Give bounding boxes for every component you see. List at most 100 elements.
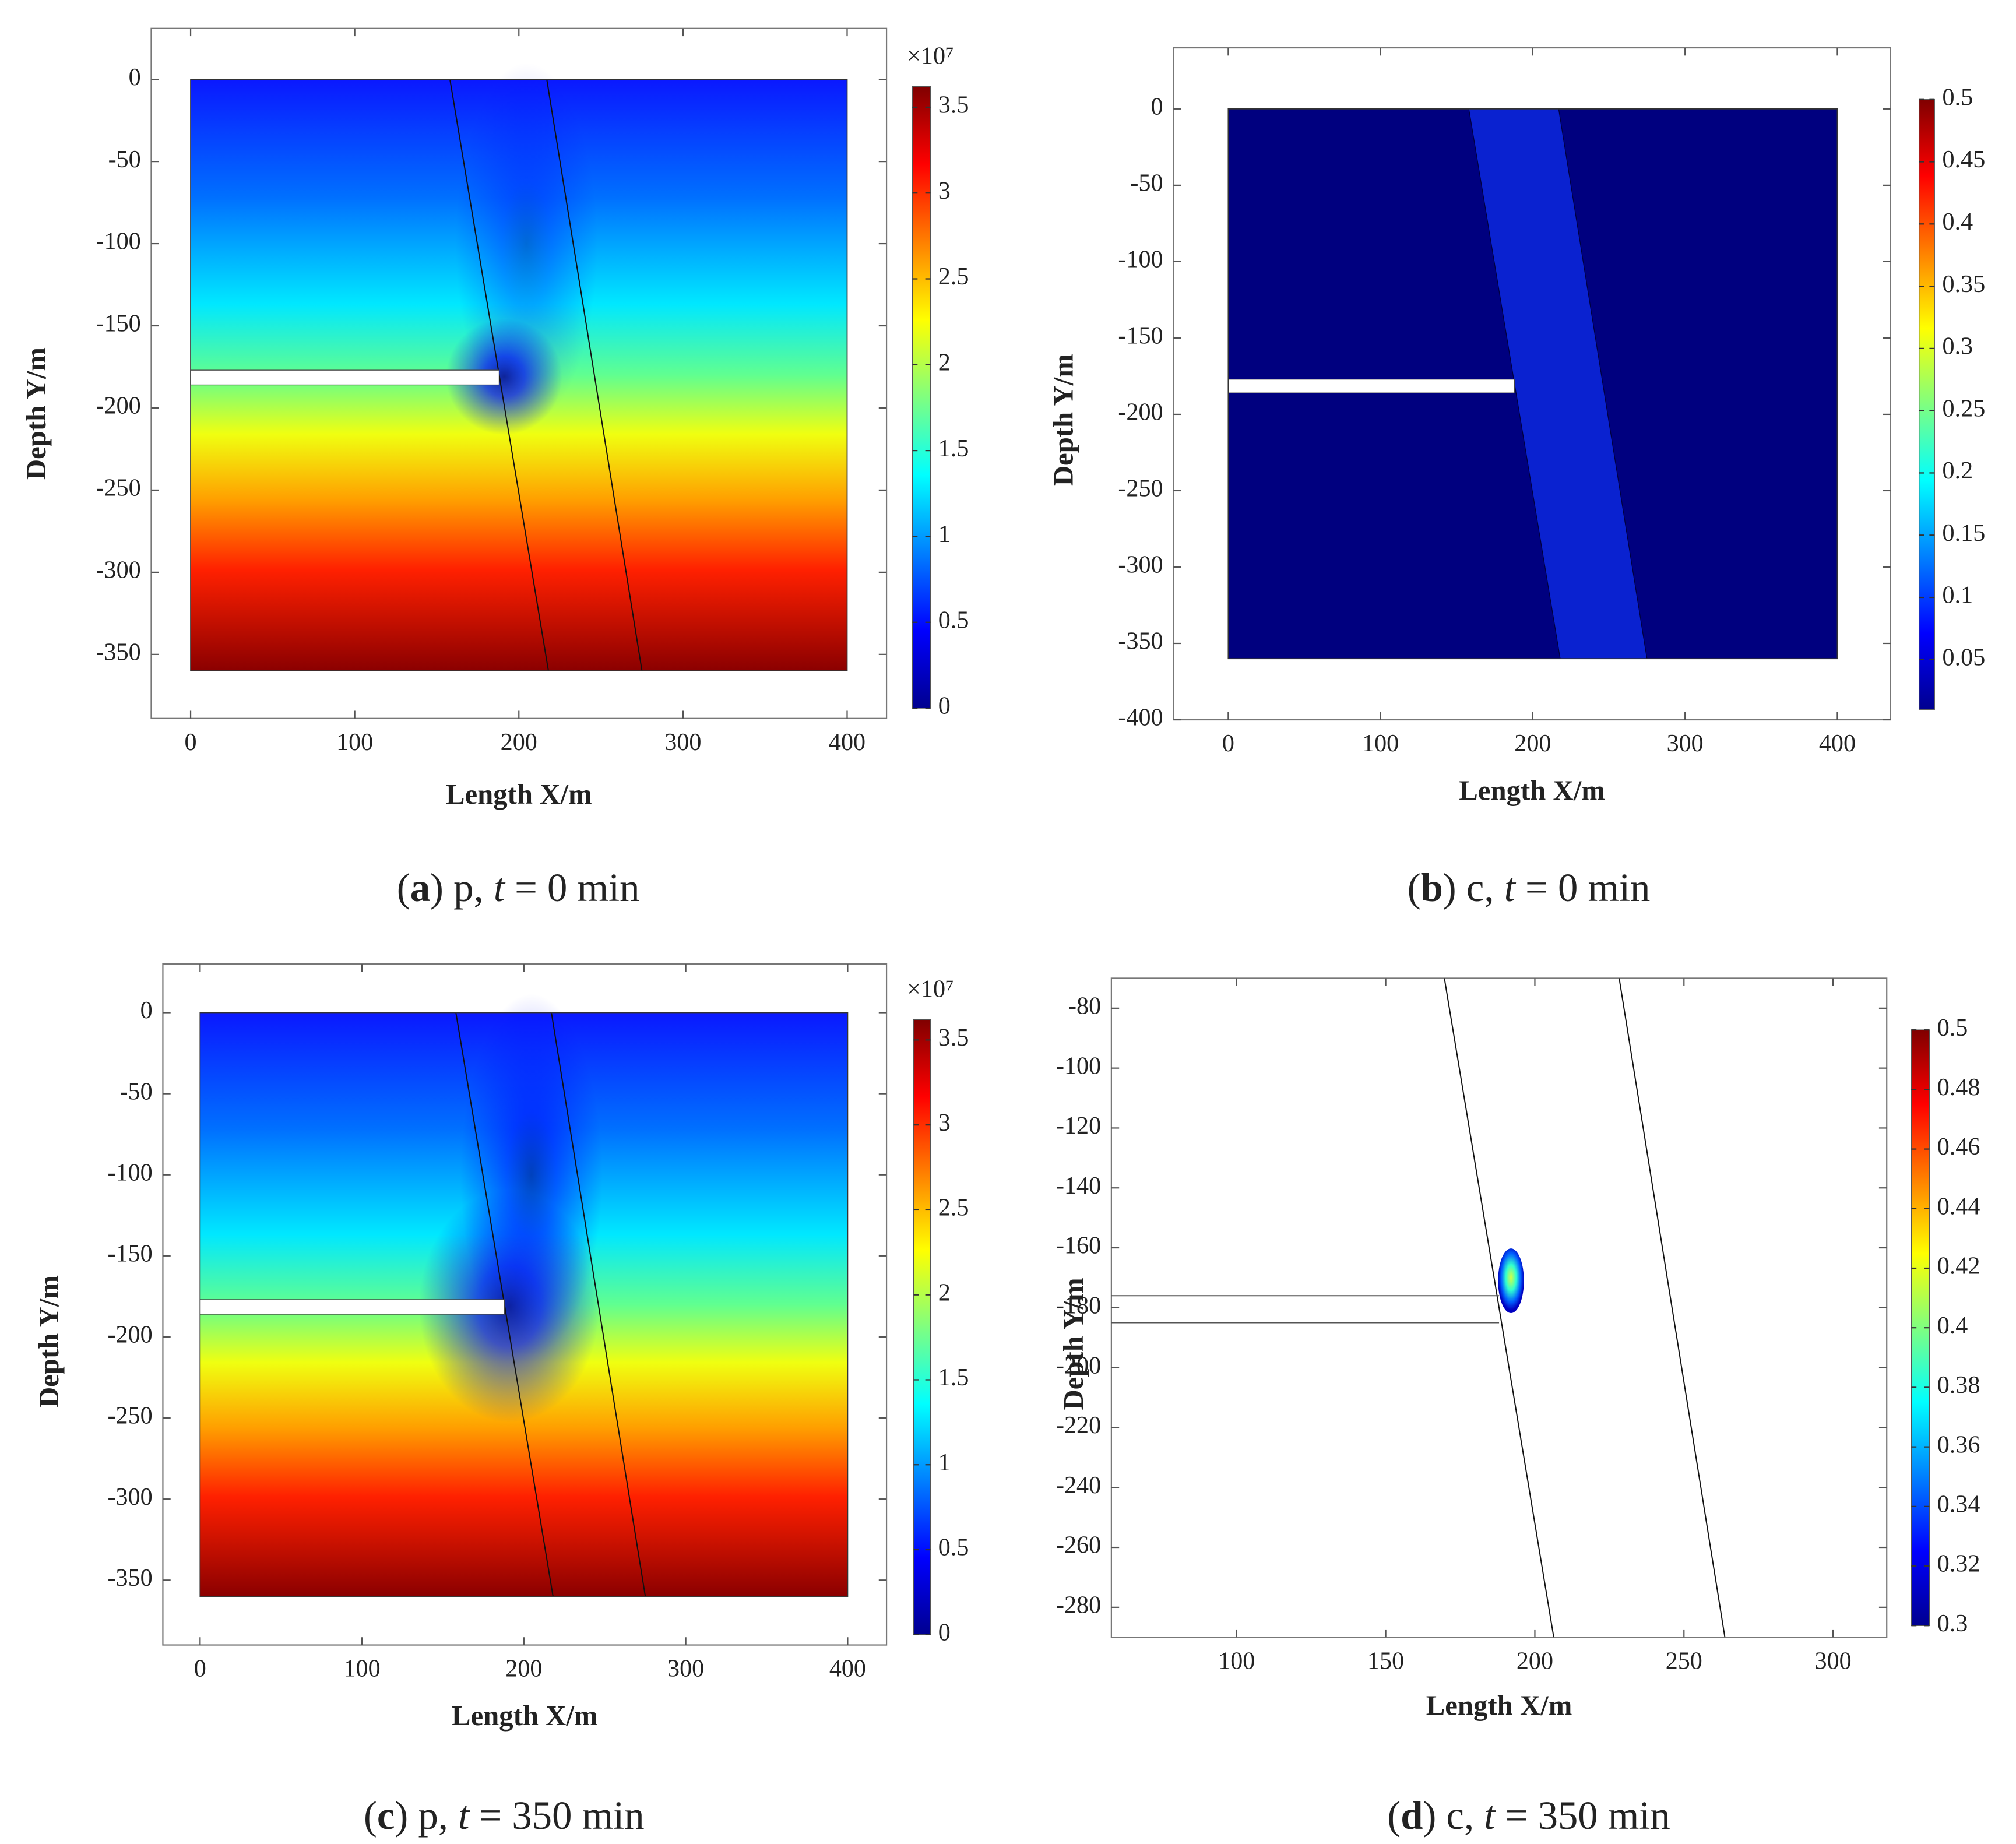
- fault-line: [1619, 978, 1726, 1638]
- colorbar-label: 1: [938, 1449, 951, 1476]
- x-axis-label: Length X/m: [1426, 1690, 1572, 1721]
- y-tick-label: -200: [1118, 399, 1163, 426]
- x-tick-label: 100: [344, 1655, 381, 1683]
- fault-line: [1444, 978, 1554, 1638]
- y-tick-label: 0: [1151, 93, 1163, 121]
- x-axis-label: Length X/m: [452, 1700, 598, 1732]
- colorbar-label: 1.5: [938, 435, 969, 462]
- caption-part: ) p,: [430, 865, 494, 910]
- colorbar-label: 2.5: [938, 1194, 969, 1222]
- y-tick-label: -350: [1118, 628, 1163, 655]
- x-tick-label: 100: [1218, 1647, 1255, 1674]
- tracer-plume: [1498, 1248, 1524, 1314]
- caption-part: = 350 min: [1495, 1793, 1670, 1838]
- caption-part: ) p,: [395, 1793, 458, 1838]
- colorbar-label: 3: [938, 1109, 951, 1136]
- y-tick-label: -260: [1056, 1532, 1101, 1559]
- colorbar-label: 0.45: [1943, 146, 1986, 173]
- x-tick-label: 0: [1222, 730, 1234, 757]
- field: [199, 994, 849, 1597]
- caption-part: = 0 min: [1515, 865, 1651, 910]
- colorbar-label: 0.5: [1943, 83, 1973, 111]
- caption: (c) p, t = 350 min: [364, 1793, 645, 1838]
- colorbar-label: 0.4: [1943, 208, 1973, 235]
- caption-part: (: [1408, 865, 1421, 910]
- colorbar-label: 3.5: [938, 1024, 969, 1051]
- caption-part: = 0 min: [505, 865, 640, 910]
- x-tick-label: 200: [505, 1655, 542, 1683]
- y-tick-label: -150: [1118, 322, 1163, 350]
- fault-line: [546, 79, 643, 671]
- y-tick-label: 0: [140, 997, 153, 1024]
- fault-low: [455, 62, 598, 425]
- x-tick-label: 400: [829, 1655, 866, 1683]
- x-tick-label: 400: [829, 729, 865, 756]
- caption-part: t: [494, 865, 506, 910]
- caption: (d) c, t = 350 min: [1387, 1793, 1670, 1838]
- colorbar-label: 1.5: [938, 1364, 969, 1391]
- y-tick-label: -220: [1056, 1412, 1101, 1439]
- y-tick-label: -100: [1118, 246, 1163, 273]
- colorbar-exponent: ×10⁷: [907, 42, 954, 69]
- colorbar-label: 0.15: [1943, 519, 1986, 547]
- colorbar-label: 0.46: [1937, 1133, 1980, 1160]
- caption-part: d: [1401, 1793, 1423, 1838]
- colorbar: [913, 1019, 931, 1635]
- caption-part: a: [410, 865, 430, 910]
- colorbar-label: 0.48: [1937, 1074, 1980, 1101]
- caption: (a) p, t = 0 min: [397, 865, 640, 910]
- colorbar-label: 0.3: [1937, 1610, 1968, 1637]
- y-tick-label: -250: [108, 1402, 153, 1430]
- colorbar-label: 0.05: [1943, 644, 1986, 671]
- x-tick-label: 0: [185, 729, 197, 756]
- colorbar-label: 0.44: [1937, 1192, 1980, 1220]
- colorbar-label: 2.5: [938, 263, 969, 290]
- y-tick-label: -280: [1056, 1592, 1101, 1619]
- y-tick-label: -180: [1056, 1292, 1101, 1319]
- x-tick-label: 100: [336, 729, 373, 756]
- y-tick-label: -250: [1118, 475, 1163, 502]
- colorbar-label: 3.5: [938, 92, 969, 119]
- fracture: [1227, 378, 1515, 393]
- caption-part: c: [377, 1793, 395, 1838]
- colorbar-label: 0.38: [1937, 1371, 1980, 1399]
- caption-part: = 350 min: [469, 1793, 644, 1838]
- y-tick-label: -50: [108, 146, 141, 173]
- y-tick-label: -140: [1056, 1172, 1101, 1199]
- caption-part: ) c,: [1423, 1793, 1484, 1838]
- y-tick-label: -80: [1068, 993, 1101, 1020]
- colorbar-label: 0: [938, 1618, 951, 1646]
- x-tick-label: 250: [1666, 1647, 1702, 1674]
- caption-part: ) c,: [1443, 865, 1504, 910]
- caption-part: (: [397, 865, 410, 910]
- y-tick-label: -200: [96, 392, 141, 420]
- x-tick-label: 0: [194, 1655, 206, 1683]
- colorbar-label: 3: [938, 177, 951, 205]
- y-tick-label: -150: [108, 1240, 153, 1268]
- y-tick-label: -50: [1130, 170, 1163, 197]
- y-tick-label: -300: [96, 557, 141, 584]
- colorbar-label: 0.5: [938, 1534, 969, 1561]
- x-tick-label: 300: [1667, 730, 1704, 757]
- colorbar-label: 2: [938, 349, 951, 376]
- colorbar-label: 0.25: [1943, 395, 1986, 422]
- fracture: [190, 369, 500, 386]
- domain-outline: [1227, 108, 1838, 660]
- y-tick-label: -100: [108, 1159, 153, 1186]
- y-tick-label: -50: [120, 1078, 153, 1105]
- caption-part: (: [364, 1793, 377, 1838]
- y-tick-label: -240: [1056, 1472, 1101, 1499]
- caption-part: t: [1504, 865, 1517, 910]
- y-tick-label: -350: [108, 1564, 153, 1592]
- colorbar-exponent: ×10⁷: [907, 975, 954, 1002]
- y-tick-label: -300: [108, 1483, 153, 1511]
- field: [190, 62, 848, 671]
- colorbar-label: 0.5: [1937, 1014, 1968, 1041]
- x-axis-label: Length X/m: [1459, 775, 1605, 807]
- y-axis-label: Depth Y/m: [1058, 1278, 1089, 1410]
- colorbar-label: 0.2: [1943, 457, 1973, 484]
- caption-part: t: [458, 1793, 470, 1838]
- colorbar-label: 1: [938, 520, 951, 548]
